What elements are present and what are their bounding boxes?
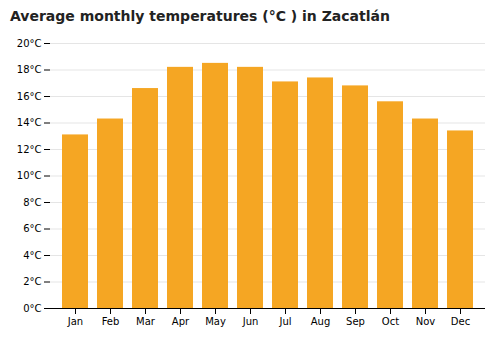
svg-text:20°C: 20°C [17,38,42,49]
svg-text:4°C: 4°C [23,250,41,261]
svg-text:Jul: Jul [278,316,291,327]
svg-text:Nov: Nov [416,316,436,327]
svg-text:0°C: 0°C [23,303,41,314]
svg-text:12°C: 12°C [17,144,42,155]
svg-text:Aug: Aug [311,316,331,327]
svg-text:Oct: Oct [382,316,399,327]
svg-text:Sep: Sep [346,316,365,327]
svg-text:Feb: Feb [102,316,120,327]
svg-text:May: May [205,316,226,327]
svg-text:14°C: 14°C [17,117,42,128]
svg-text:2°C: 2°C [23,276,41,287]
svg-text:6°C: 6°C [23,223,41,234]
svg-text:16°C: 16°C [17,91,42,102]
svg-text:Apr: Apr [172,316,190,327]
svg-text:18°C: 18°C [17,64,42,75]
svg-text:Mar: Mar [136,316,156,327]
html-text:Average monthly temperatures (: Average monthly temperatures (°C ) in Za… [10,8,390,24]
svg-text:Jun: Jun [242,316,259,327]
svg-text:8°C: 8°C [23,197,41,208]
svg-text:Dec: Dec [451,316,470,327]
svg-text:Jan: Jan [67,316,83,327]
svg-text:10°C: 10°C [17,170,42,181]
